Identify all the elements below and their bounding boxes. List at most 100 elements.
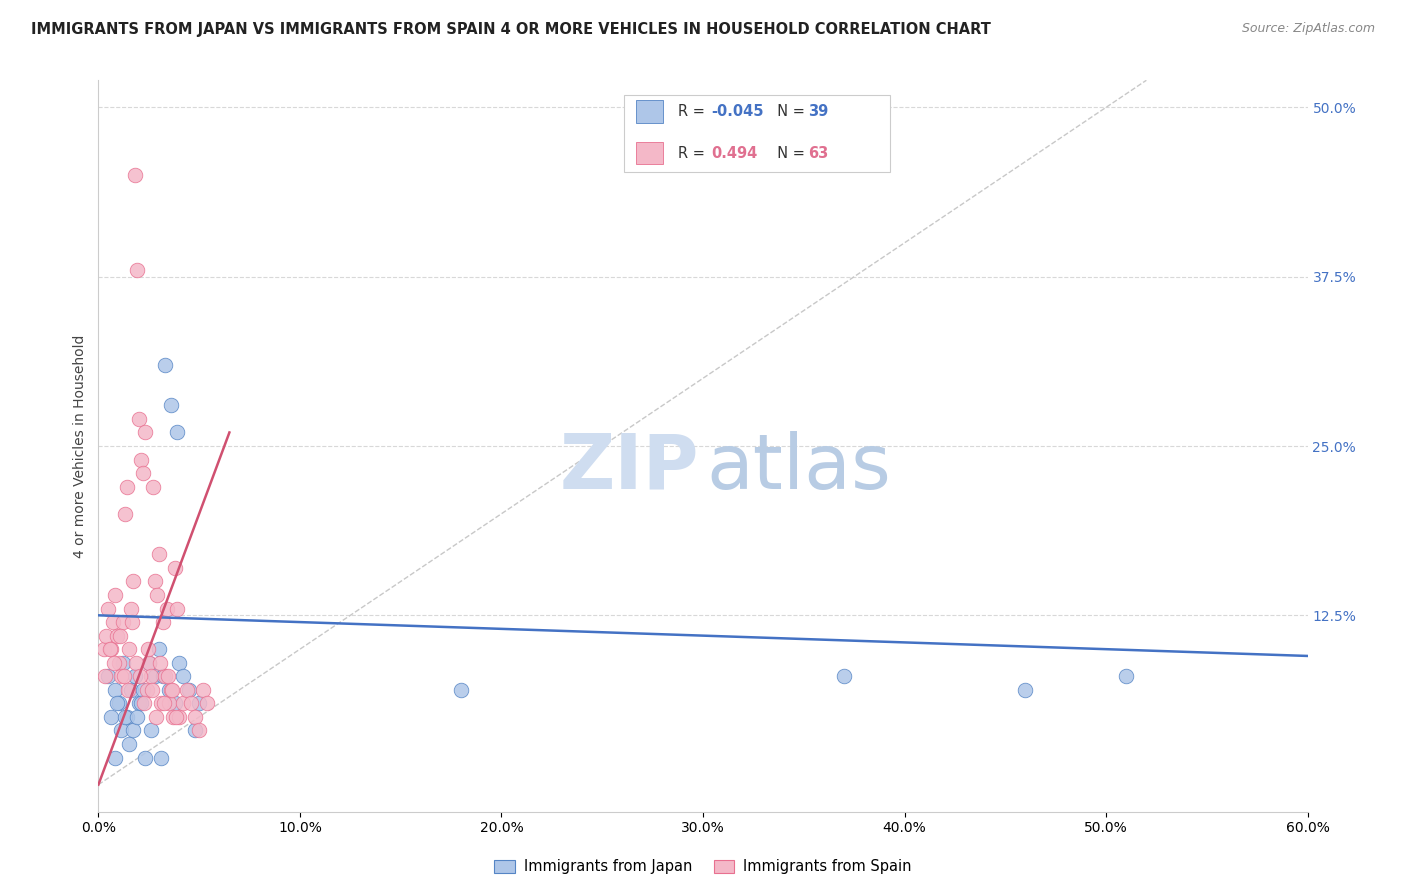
Point (115, 710, 138, 724)
Point (157, 697, 180, 711)
Text: 39: 39 (808, 104, 828, 119)
Point (138, 656, 160, 670)
Point (146, 588, 169, 602)
Point (160, 682, 183, 697)
FancyBboxPatch shape (637, 142, 664, 164)
Point (121, 615, 143, 629)
Point (105, 629, 128, 643)
Point (156, 601, 179, 615)
Point (152, 615, 174, 629)
Point (132, 682, 155, 697)
Point (110, 669, 132, 683)
Point (188, 697, 211, 711)
Point (125, 710, 148, 724)
Text: N =: N = (768, 104, 810, 119)
Point (149, 656, 172, 670)
Point (172, 669, 194, 683)
Point (105, 697, 128, 711)
Point (195, 697, 218, 711)
Point (153, 697, 176, 711)
Point (114, 507, 136, 521)
Point (98, 642, 121, 657)
Point (156, 669, 179, 683)
Point (107, 697, 129, 711)
Point (139, 723, 162, 738)
FancyBboxPatch shape (624, 95, 890, 171)
Point (124, 168, 146, 182)
Point (172, 697, 194, 711)
Text: N =: N = (768, 145, 810, 161)
Point (117, 682, 139, 697)
Point (118, 737, 141, 751)
Point (110, 723, 132, 738)
Point (134, 750, 156, 764)
Point (163, 561, 186, 575)
Text: Source: ZipAtlas.com: Source: ZipAtlas.com (1241, 22, 1375, 36)
Text: R =: R = (678, 145, 709, 161)
Legend: Immigrants from Japan, Immigrants from Spain: Immigrants from Japan, Immigrants from S… (489, 854, 917, 880)
Point (135, 682, 157, 697)
Point (184, 710, 207, 724)
Point (162, 710, 184, 724)
Point (120, 682, 142, 697)
Point (129, 697, 152, 711)
Point (103, 588, 125, 602)
Point (142, 480, 165, 494)
Point (107, 656, 129, 670)
FancyBboxPatch shape (637, 100, 664, 123)
Y-axis label: 4 or more Vehicles in Household: 4 or more Vehicles in Household (73, 334, 87, 558)
Point (128, 697, 150, 711)
Point (94, 669, 117, 683)
Point (97, 601, 120, 615)
Point (179, 682, 201, 697)
Point (157, 682, 180, 697)
Point (143, 574, 166, 589)
Text: -0.045: -0.045 (711, 104, 763, 119)
Point (124, 669, 146, 683)
Point (141, 682, 163, 697)
Point (149, 750, 172, 764)
Text: atlas: atlas (707, 431, 891, 505)
Point (136, 642, 159, 657)
Point (160, 398, 183, 412)
Point (125, 656, 148, 670)
Point (101, 615, 124, 629)
Point (93, 642, 115, 657)
Text: 63: 63 (808, 145, 828, 161)
Point (103, 750, 125, 764)
Point (166, 601, 188, 615)
Point (163, 697, 186, 711)
Point (160, 682, 183, 697)
Point (115, 480, 138, 494)
Point (97, 669, 120, 683)
Point (143, 669, 166, 683)
Point (125, 263, 148, 277)
Point (176, 682, 198, 697)
Text: R =: R = (678, 104, 709, 119)
Point (121, 723, 143, 738)
Point (132, 697, 155, 711)
Point (128, 669, 150, 683)
Point (100, 642, 122, 657)
Point (114, 710, 136, 724)
Point (153, 669, 176, 683)
Point (129, 452, 152, 467)
Point (193, 682, 215, 697)
Point (450, 682, 472, 697)
Point (148, 642, 170, 657)
Point (103, 682, 125, 697)
Point (165, 710, 187, 724)
Point (153, 358, 176, 372)
Point (1014, 682, 1036, 697)
Point (149, 697, 172, 711)
Point (118, 642, 141, 657)
Point (145, 710, 167, 724)
Point (134, 425, 156, 440)
Point (167, 710, 190, 724)
Point (112, 669, 135, 683)
Point (148, 547, 170, 561)
Point (128, 412, 150, 426)
Point (166, 425, 188, 440)
Point (121, 574, 143, 589)
Text: 0.494: 0.494 (711, 145, 758, 161)
